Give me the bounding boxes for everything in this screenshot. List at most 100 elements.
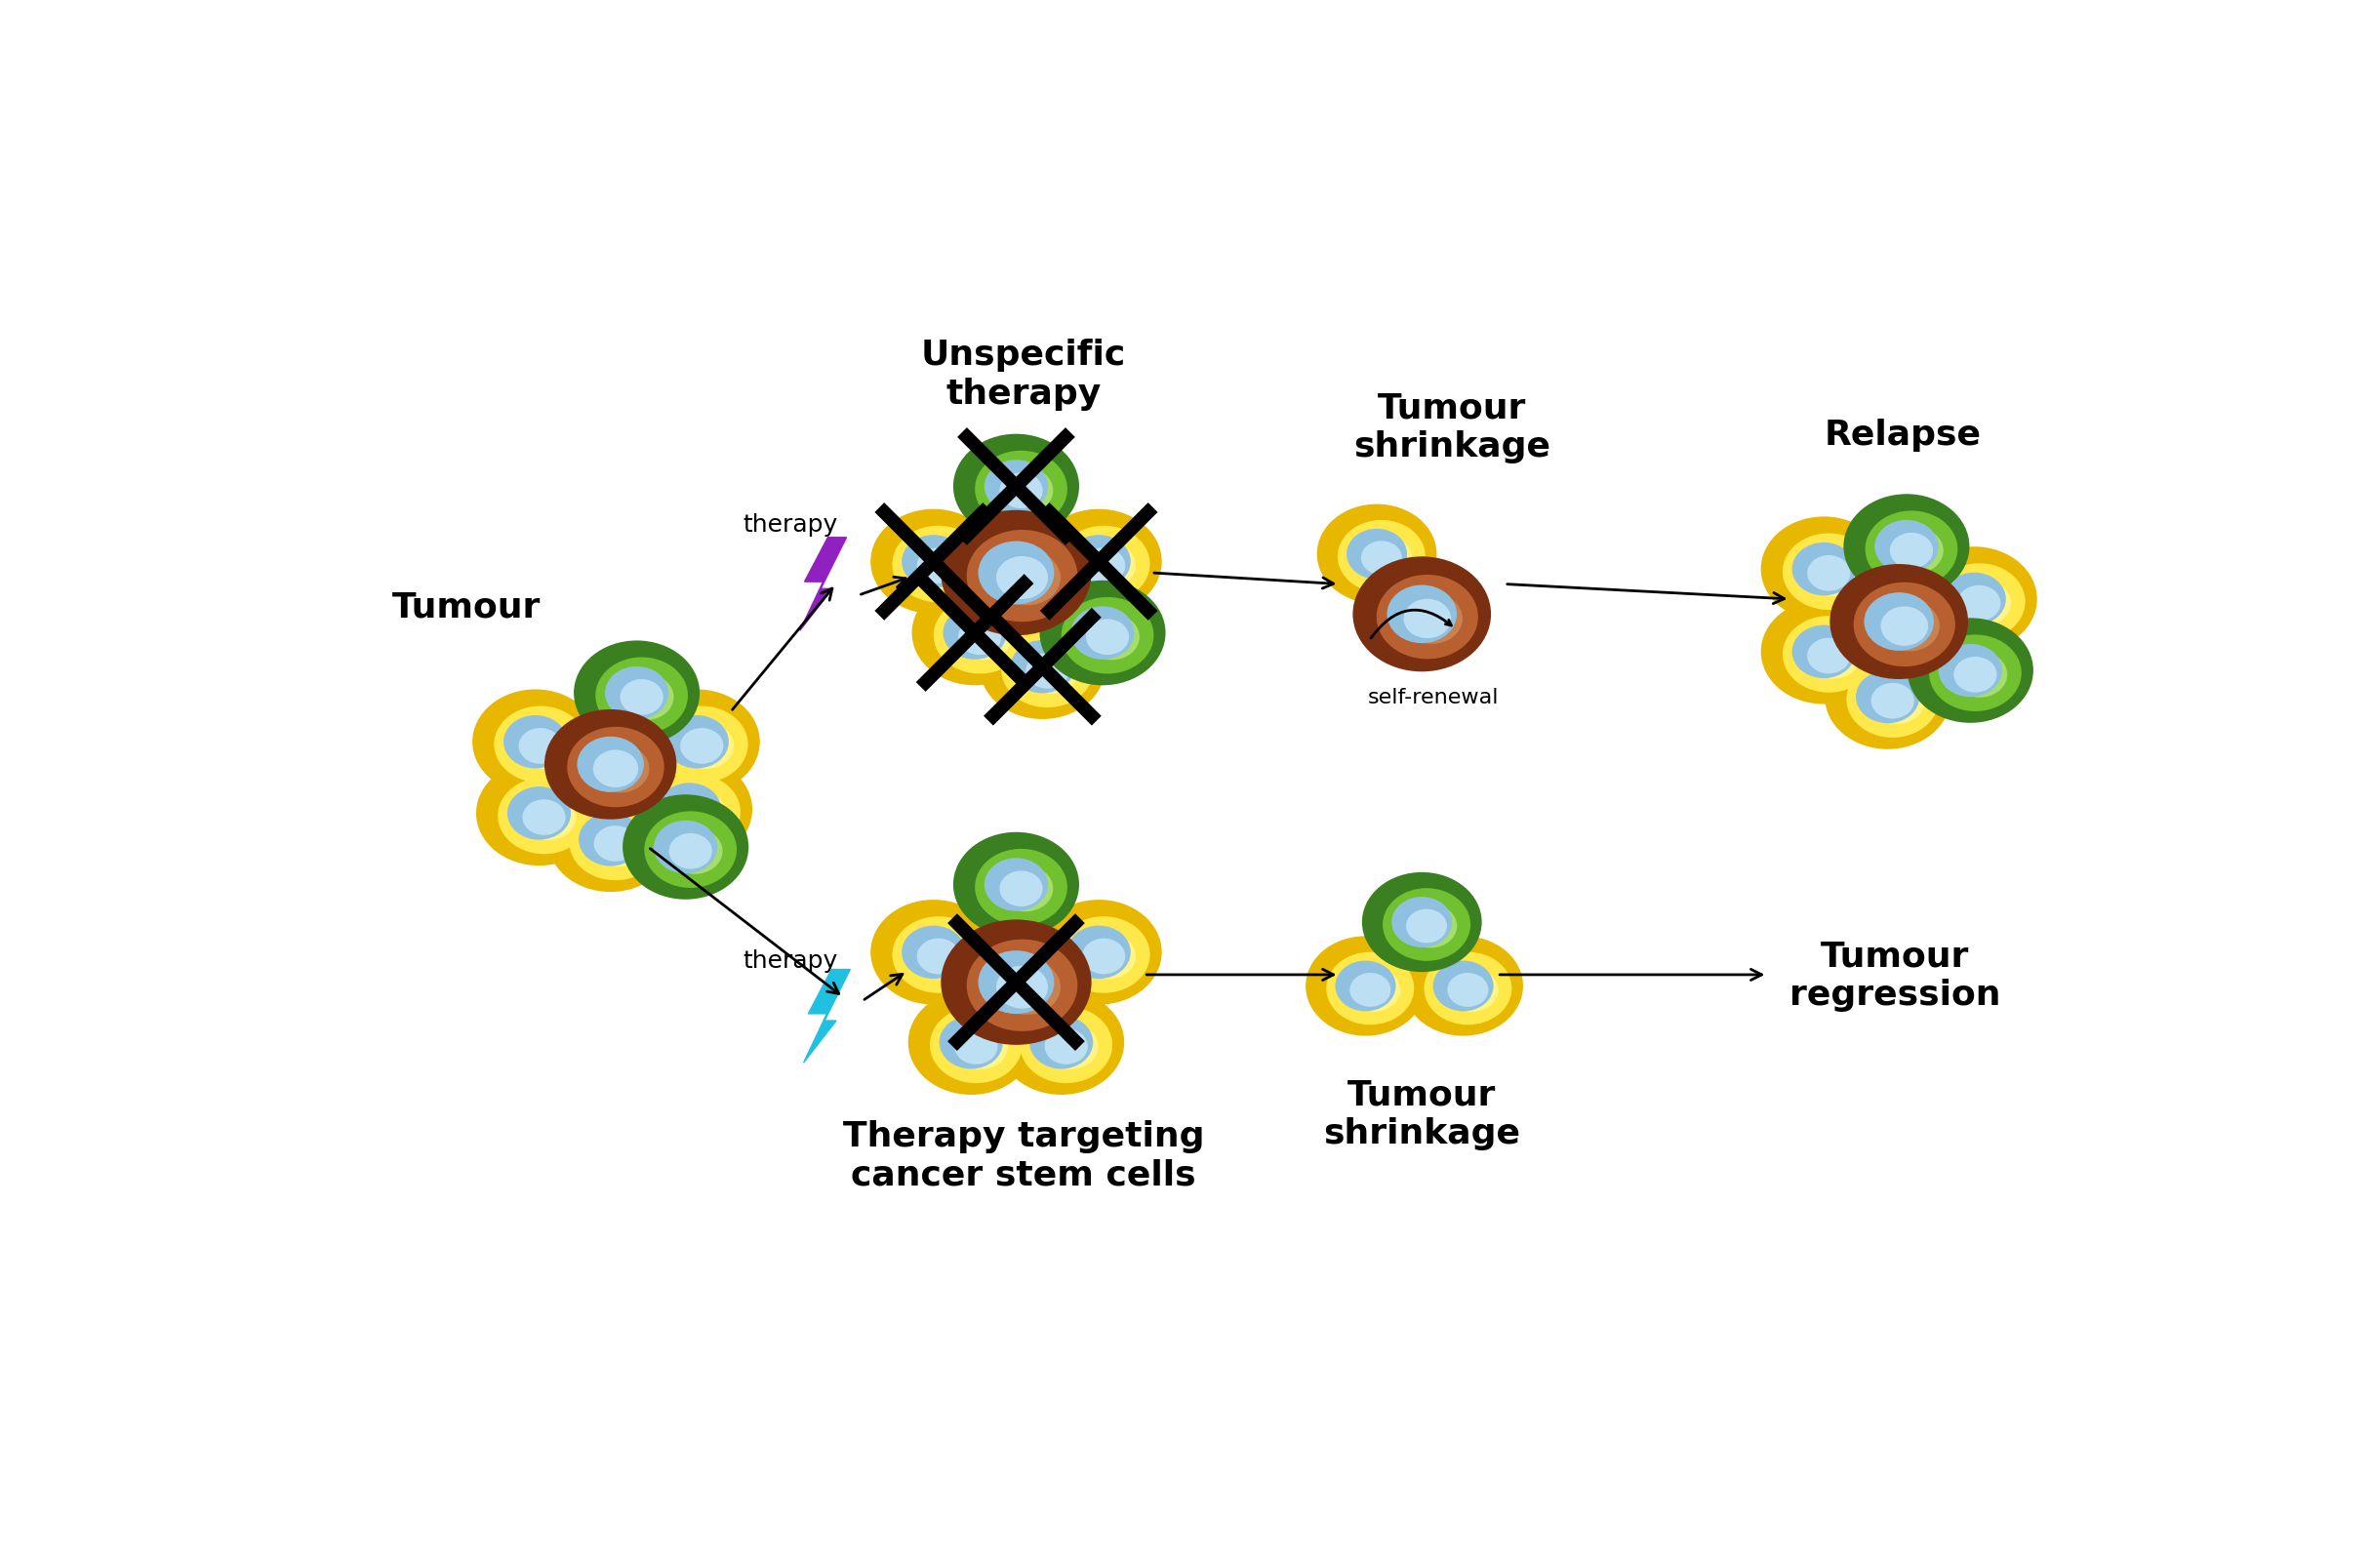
Ellipse shape xyxy=(1805,550,1860,597)
Ellipse shape xyxy=(999,872,1044,906)
Polygon shape xyxy=(804,969,849,1063)
Text: Relapse: Relapse xyxy=(1824,417,1981,452)
Ellipse shape xyxy=(1067,536,1129,588)
Ellipse shape xyxy=(574,643,697,745)
Ellipse shape xyxy=(954,1024,1008,1069)
Ellipse shape xyxy=(593,826,638,862)
Ellipse shape xyxy=(1058,527,1150,604)
Ellipse shape xyxy=(655,822,716,873)
Ellipse shape xyxy=(1392,898,1452,947)
Ellipse shape xyxy=(1319,506,1435,604)
Ellipse shape xyxy=(1826,646,1950,748)
Ellipse shape xyxy=(1879,602,1940,652)
Ellipse shape xyxy=(505,717,567,768)
Ellipse shape xyxy=(1362,541,1402,575)
Ellipse shape xyxy=(569,804,662,881)
Ellipse shape xyxy=(498,778,591,855)
Ellipse shape xyxy=(1037,902,1160,1004)
Ellipse shape xyxy=(1347,969,1399,1011)
Ellipse shape xyxy=(916,543,970,590)
Ellipse shape xyxy=(930,1007,1022,1083)
Ellipse shape xyxy=(508,789,569,839)
Ellipse shape xyxy=(1928,635,2021,712)
Ellipse shape xyxy=(980,543,1053,604)
Ellipse shape xyxy=(1044,1024,1098,1069)
Ellipse shape xyxy=(1402,594,1464,644)
Ellipse shape xyxy=(873,902,996,1004)
Ellipse shape xyxy=(1086,619,1129,655)
Ellipse shape xyxy=(595,657,688,734)
Ellipse shape xyxy=(1041,582,1165,685)
Ellipse shape xyxy=(1335,963,1395,1010)
Ellipse shape xyxy=(1888,528,1943,574)
Ellipse shape xyxy=(1435,963,1492,1010)
Ellipse shape xyxy=(1025,648,1079,695)
Ellipse shape xyxy=(1943,574,2004,626)
Ellipse shape xyxy=(996,557,1048,599)
Ellipse shape xyxy=(1060,597,1153,674)
Ellipse shape xyxy=(984,461,1046,513)
Ellipse shape xyxy=(629,759,752,861)
Ellipse shape xyxy=(904,927,965,978)
Ellipse shape xyxy=(1890,533,1933,569)
Ellipse shape xyxy=(1058,917,1150,994)
Ellipse shape xyxy=(519,729,562,764)
Ellipse shape xyxy=(968,530,1077,622)
Ellipse shape xyxy=(944,608,1006,659)
Ellipse shape xyxy=(996,966,1048,1008)
Ellipse shape xyxy=(1445,969,1499,1011)
Ellipse shape xyxy=(918,549,961,583)
Ellipse shape xyxy=(674,797,716,831)
Ellipse shape xyxy=(1876,522,1938,572)
Text: Tumour
regression: Tumour regression xyxy=(1788,939,2002,1011)
Ellipse shape xyxy=(1025,654,1070,690)
Ellipse shape xyxy=(1072,608,1134,659)
Ellipse shape xyxy=(1082,939,1124,974)
Ellipse shape xyxy=(1376,575,1478,660)
Ellipse shape xyxy=(1864,594,1933,651)
Ellipse shape xyxy=(984,859,1046,911)
Ellipse shape xyxy=(619,674,674,721)
Ellipse shape xyxy=(1364,873,1480,971)
Ellipse shape xyxy=(667,828,723,875)
Ellipse shape xyxy=(1407,909,1447,944)
Ellipse shape xyxy=(1952,652,2007,698)
Ellipse shape xyxy=(477,762,600,864)
Ellipse shape xyxy=(1359,536,1411,580)
Ellipse shape xyxy=(1933,564,2026,640)
Ellipse shape xyxy=(982,616,1103,718)
Ellipse shape xyxy=(519,795,576,840)
Ellipse shape xyxy=(1037,511,1160,613)
Ellipse shape xyxy=(1423,952,1511,1025)
Ellipse shape xyxy=(1044,1029,1089,1065)
Ellipse shape xyxy=(1383,889,1471,961)
Ellipse shape xyxy=(579,739,643,792)
Ellipse shape xyxy=(892,917,984,994)
Ellipse shape xyxy=(908,991,1032,1094)
Ellipse shape xyxy=(678,723,733,770)
Ellipse shape xyxy=(1957,586,2000,621)
Ellipse shape xyxy=(999,866,1053,913)
Ellipse shape xyxy=(1307,938,1423,1035)
Ellipse shape xyxy=(892,527,984,604)
Ellipse shape xyxy=(1326,952,1414,1025)
Ellipse shape xyxy=(605,668,667,720)
Ellipse shape xyxy=(954,834,1077,936)
Ellipse shape xyxy=(942,513,1091,635)
Ellipse shape xyxy=(904,536,965,588)
Ellipse shape xyxy=(1447,974,1487,1007)
Ellipse shape xyxy=(636,691,759,793)
Text: Tumour
shrinkage: Tumour shrinkage xyxy=(1324,1079,1520,1149)
Ellipse shape xyxy=(942,922,1091,1044)
Ellipse shape xyxy=(1912,549,2035,651)
Ellipse shape xyxy=(1881,607,1928,646)
Ellipse shape xyxy=(474,691,598,793)
Ellipse shape xyxy=(994,960,1060,1014)
Ellipse shape xyxy=(975,452,1067,528)
Ellipse shape xyxy=(1029,1018,1091,1068)
Ellipse shape xyxy=(546,712,676,818)
Ellipse shape xyxy=(1955,657,1997,693)
Ellipse shape xyxy=(669,834,712,869)
Ellipse shape xyxy=(579,814,640,866)
Ellipse shape xyxy=(1869,679,1924,724)
